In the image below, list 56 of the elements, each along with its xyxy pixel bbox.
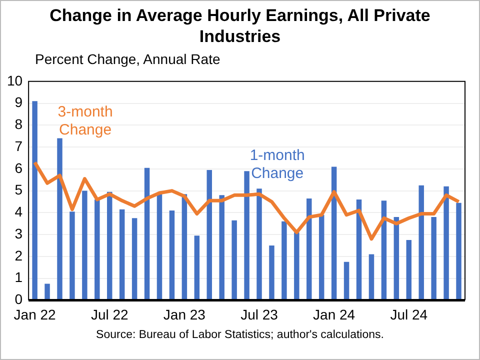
bar — [182, 194, 188, 300]
bar — [444, 186, 449, 300]
bar — [144, 168, 150, 300]
bar — [394, 217, 400, 300]
bar — [344, 262, 350, 300]
bar — [232, 220, 237, 300]
bar — [156, 194, 162, 300]
bar — [306, 198, 312, 300]
bar — [368, 254, 374, 300]
bar — [381, 200, 387, 300]
bar — [194, 236, 200, 300]
x-tick-label: Jan 24 — [313, 306, 356, 322]
bar — [282, 221, 287, 300]
bar — [219, 195, 224, 300]
bar — [269, 246, 274, 300]
y-tick-label: 7 — [14, 138, 23, 154]
y-tick-label: 0 — [14, 291, 23, 308]
bar — [406, 240, 412, 300]
bar — [206, 170, 212, 300]
bar — [318, 214, 324, 300]
bar — [244, 171, 250, 300]
bar — [44, 284, 50, 300]
bar — [169, 210, 175, 300]
chart-title: Change in Average Hourly Earnings, All Private Industries — [48, 5, 432, 47]
bar — [256, 188, 262, 300]
bar — [294, 232, 300, 300]
y-tick-label: 3 — [14, 225, 23, 242]
bar — [82, 190, 88, 300]
x-tick-label: Jul 24 — [390, 306, 428, 322]
x-tick-label: Jul 22 — [90, 306, 129, 322]
y-tick-label: 10 — [6, 72, 23, 88]
bar — [32, 101, 38, 300]
series-label: 1-month Change — [250, 147, 305, 182]
bar — [132, 218, 138, 300]
x-tick-label: Jul 23 — [240, 306, 278, 322]
y-tick-label: 5 — [14, 182, 23, 198]
bar — [94, 200, 100, 300]
y-axis-title: Percent Change, Annual Rate — [35, 51, 222, 67]
y-tick-label: 1 — [14, 269, 23, 286]
bar — [456, 202, 462, 300]
y-tick-label: 8 — [14, 116, 23, 132]
y-tick-label: 4 — [14, 204, 23, 220]
bar — [119, 209, 125, 300]
x-tick-label: Jan 23 — [163, 306, 206, 322]
y-tick-label: 2 — [14, 247, 23, 264]
y-tick-label: 9 — [14, 94, 23, 110]
y-tick-label: 6 — [14, 160, 23, 176]
bar — [57, 138, 62, 300]
x-tick-label: Jan 22 — [14, 306, 56, 322]
bar — [418, 185, 424, 300]
bar — [107, 192, 112, 300]
text: 3-month Change — [58, 103, 113, 138]
source-note: Source: Bureau of Labor Statistics; author's calculations. — [95, 329, 385, 341]
bar — [431, 217, 436, 300]
bar — [70, 212, 75, 300]
bar — [331, 166, 337, 300]
